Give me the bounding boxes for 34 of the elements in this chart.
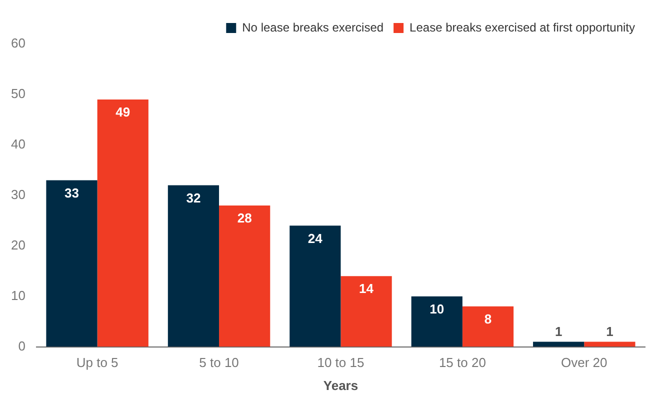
- y-tick-label: 10: [10, 288, 26, 303]
- x-tick-label: 5 to 10: [199, 355, 239, 370]
- legend-label: No lease breaks exercised: [242, 20, 384, 34]
- bar: [290, 226, 341, 347]
- bar: [584, 342, 636, 347]
- data-label: 32: [186, 190, 201, 206]
- y-tick-label: 50: [10, 86, 26, 102]
- y-tick-label: 40: [10, 136, 26, 152]
- x-tick-label: 15 to 20: [438, 355, 486, 370]
- bar: [168, 185, 220, 347]
- x-tick-label: 10 to 15: [317, 355, 364, 370]
- data-label: 1: [554, 324, 562, 339]
- y-tick-label: 0: [18, 338, 26, 354]
- data-label: 33: [64, 185, 79, 200]
- bar: [411, 296, 462, 347]
- x-tick-label: Up to 5: [76, 355, 118, 370]
- data-label: 49: [116, 104, 130, 120]
- data-label: 28: [237, 210, 252, 226]
- bar: [97, 100, 148, 347]
- y-tick-label: 20: [10, 237, 26, 252]
- data-label: 14: [359, 281, 374, 296]
- data-label: 10: [430, 301, 444, 316]
- bar: [462, 306, 514, 347]
- legend-label: Lease breaks exercised at first opportunity: [410, 20, 635, 34]
- x-tick-label: Over 20: [561, 355, 608, 370]
- y-tick-label: 30: [10, 186, 26, 202]
- x-axis-title: Years: [323, 378, 358, 393]
- bar: [340, 276, 392, 347]
- data-label: 1: [606, 324, 614, 339]
- y-tick-label: 60: [10, 36, 26, 51]
- bar: [219, 205, 270, 347]
- data-label: 24: [308, 230, 324, 246]
- bar: [46, 180, 98, 347]
- data-label: 8: [484, 312, 492, 327]
